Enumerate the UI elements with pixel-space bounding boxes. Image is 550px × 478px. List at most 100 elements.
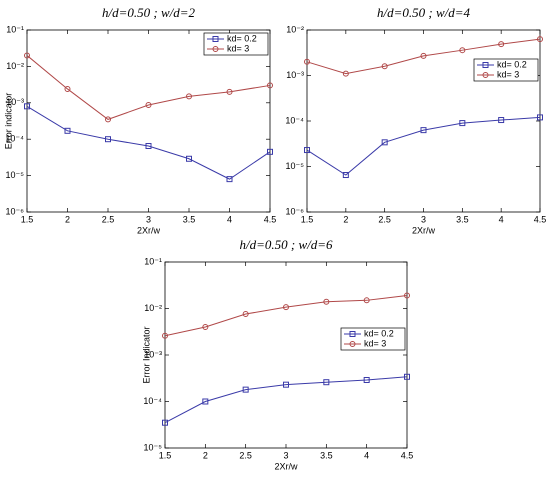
x-tick-label: 3.5 (320, 450, 333, 460)
marker (342, 172, 349, 179)
legend-marker (212, 36, 219, 42)
marker (304, 58, 310, 65)
series-line (26, 55, 271, 120)
x-tick-label: 3.5 (456, 214, 469, 224)
x-tick-label: 4 (499, 214, 504, 224)
marker (267, 148, 273, 155)
x-tick-label: 3 (421, 214, 426, 224)
marker (404, 373, 410, 380)
x-tick-label: 2 (343, 214, 348, 224)
marker (105, 116, 111, 123)
marker (226, 88, 233, 95)
x-tick-label: 4.5 (534, 214, 547, 224)
y-tick-label: 10⁻⁶ (286, 206, 305, 216)
x-tick-label: 2.5 (102, 214, 115, 224)
y-tick-label: 10⁻¹ (144, 256, 162, 266)
marker (24, 103, 30, 110)
marker (363, 297, 370, 304)
marker (381, 63, 388, 70)
x-tick-label: 4 (227, 214, 232, 224)
y-tick-label: 10⁻⁵ (286, 161, 305, 171)
legend-marker (349, 331, 356, 337)
marker (363, 376, 370, 383)
y-tick-label: 10⁻⁵ (6, 170, 25, 180)
y-tick-label: 10⁻⁵ (144, 442, 163, 452)
marker (537, 36, 543, 43)
marker (186, 155, 192, 162)
legend-marker (482, 72, 489, 78)
legend-marker (212, 46, 219, 52)
chart-title: h/d=0.50 ; w/d=4 (377, 5, 471, 20)
x-tick-label: 2 (65, 214, 70, 224)
x-tick-label: 1.5 (159, 450, 172, 460)
x-tick-label: 1.5 (301, 214, 314, 224)
marker (323, 298, 330, 305)
marker (226, 176, 233, 183)
y-tick-label: 10⁻¹ (6, 24, 24, 34)
marker (267, 82, 273, 89)
legend-label: kd= 0.2 (227, 33, 257, 43)
chart-title: h/d=0.50 ; w/d=2 (102, 5, 196, 20)
y-axis-label: Error indicator (3, 93, 13, 150)
x-tick-label: 4 (364, 450, 369, 460)
marker (64, 127, 71, 134)
y-tick-label: 10⁻³ (286, 70, 304, 80)
y-tick-label: 10⁻⁴ (143, 396, 162, 406)
x-tick-label: 3.5 (183, 214, 196, 224)
y-tick-label: 10⁻² (286, 24, 304, 34)
marker (202, 398, 209, 405)
y-tick-label: 10⁻⁴ (285, 115, 304, 125)
legend-label: kd= 0.2 (497, 59, 527, 69)
legend-marker (482, 62, 489, 68)
series-line (164, 295, 408, 337)
x-axis-label: 2Xr/w (412, 225, 436, 235)
x-tick-label: 4.5 (264, 214, 277, 224)
x-tick-label: 3 (283, 450, 288, 460)
plot-frame (164, 261, 408, 449)
legend: kd= 0.2kd= 3 (203, 32, 269, 56)
legend-label: kd= 3 (227, 43, 249, 53)
marker (283, 304, 289, 311)
y-tick-label: 10⁻⁶ (6, 206, 25, 216)
series-line (306, 116, 541, 176)
plot-frame (26, 29, 271, 213)
legend-marker (349, 341, 356, 347)
series-line (164, 376, 408, 424)
legend-label: kd= 0.2 (364, 328, 394, 338)
marker (537, 114, 543, 121)
y-tick-label: 10⁻² (6, 61, 24, 71)
marker (323, 379, 330, 386)
x-axis-label: 2Xr/w (274, 461, 298, 471)
y-tick-label: 10⁻⁴ (5, 134, 24, 144)
marker (145, 143, 152, 150)
marker (242, 386, 249, 393)
plot-frame (306, 29, 541, 213)
marker (162, 419, 168, 426)
marker (64, 85, 71, 92)
marker (498, 117, 505, 124)
series-line (306, 38, 541, 75)
x-axis-label: 2Xr/w (137, 225, 161, 235)
marker (498, 41, 505, 48)
y-tick-label: 10⁻³ (6, 97, 24, 107)
marker (145, 102, 152, 109)
marker (186, 93, 192, 100)
y-tick-label: 10⁻³ (144, 349, 162, 359)
x-tick-label: 4.5 (401, 450, 414, 460)
legend: kd= 0.2kd= 3 (473, 58, 539, 82)
marker (459, 120, 466, 127)
marker (242, 311, 249, 318)
marker (105, 136, 111, 143)
marker (304, 147, 310, 154)
x-tick-label: 2.5 (378, 214, 391, 224)
x-tick-label: 1.5 (21, 214, 34, 224)
x-tick-label: 2 (203, 450, 208, 460)
marker (459, 47, 466, 54)
legend-label: kd= 3 (497, 69, 519, 79)
marker (283, 381, 289, 388)
y-tick-label: 10⁻² (144, 303, 162, 313)
chart-title: h/d=0.50 ; w/d=6 (239, 237, 333, 252)
marker (342, 70, 349, 77)
marker (24, 52, 30, 59)
